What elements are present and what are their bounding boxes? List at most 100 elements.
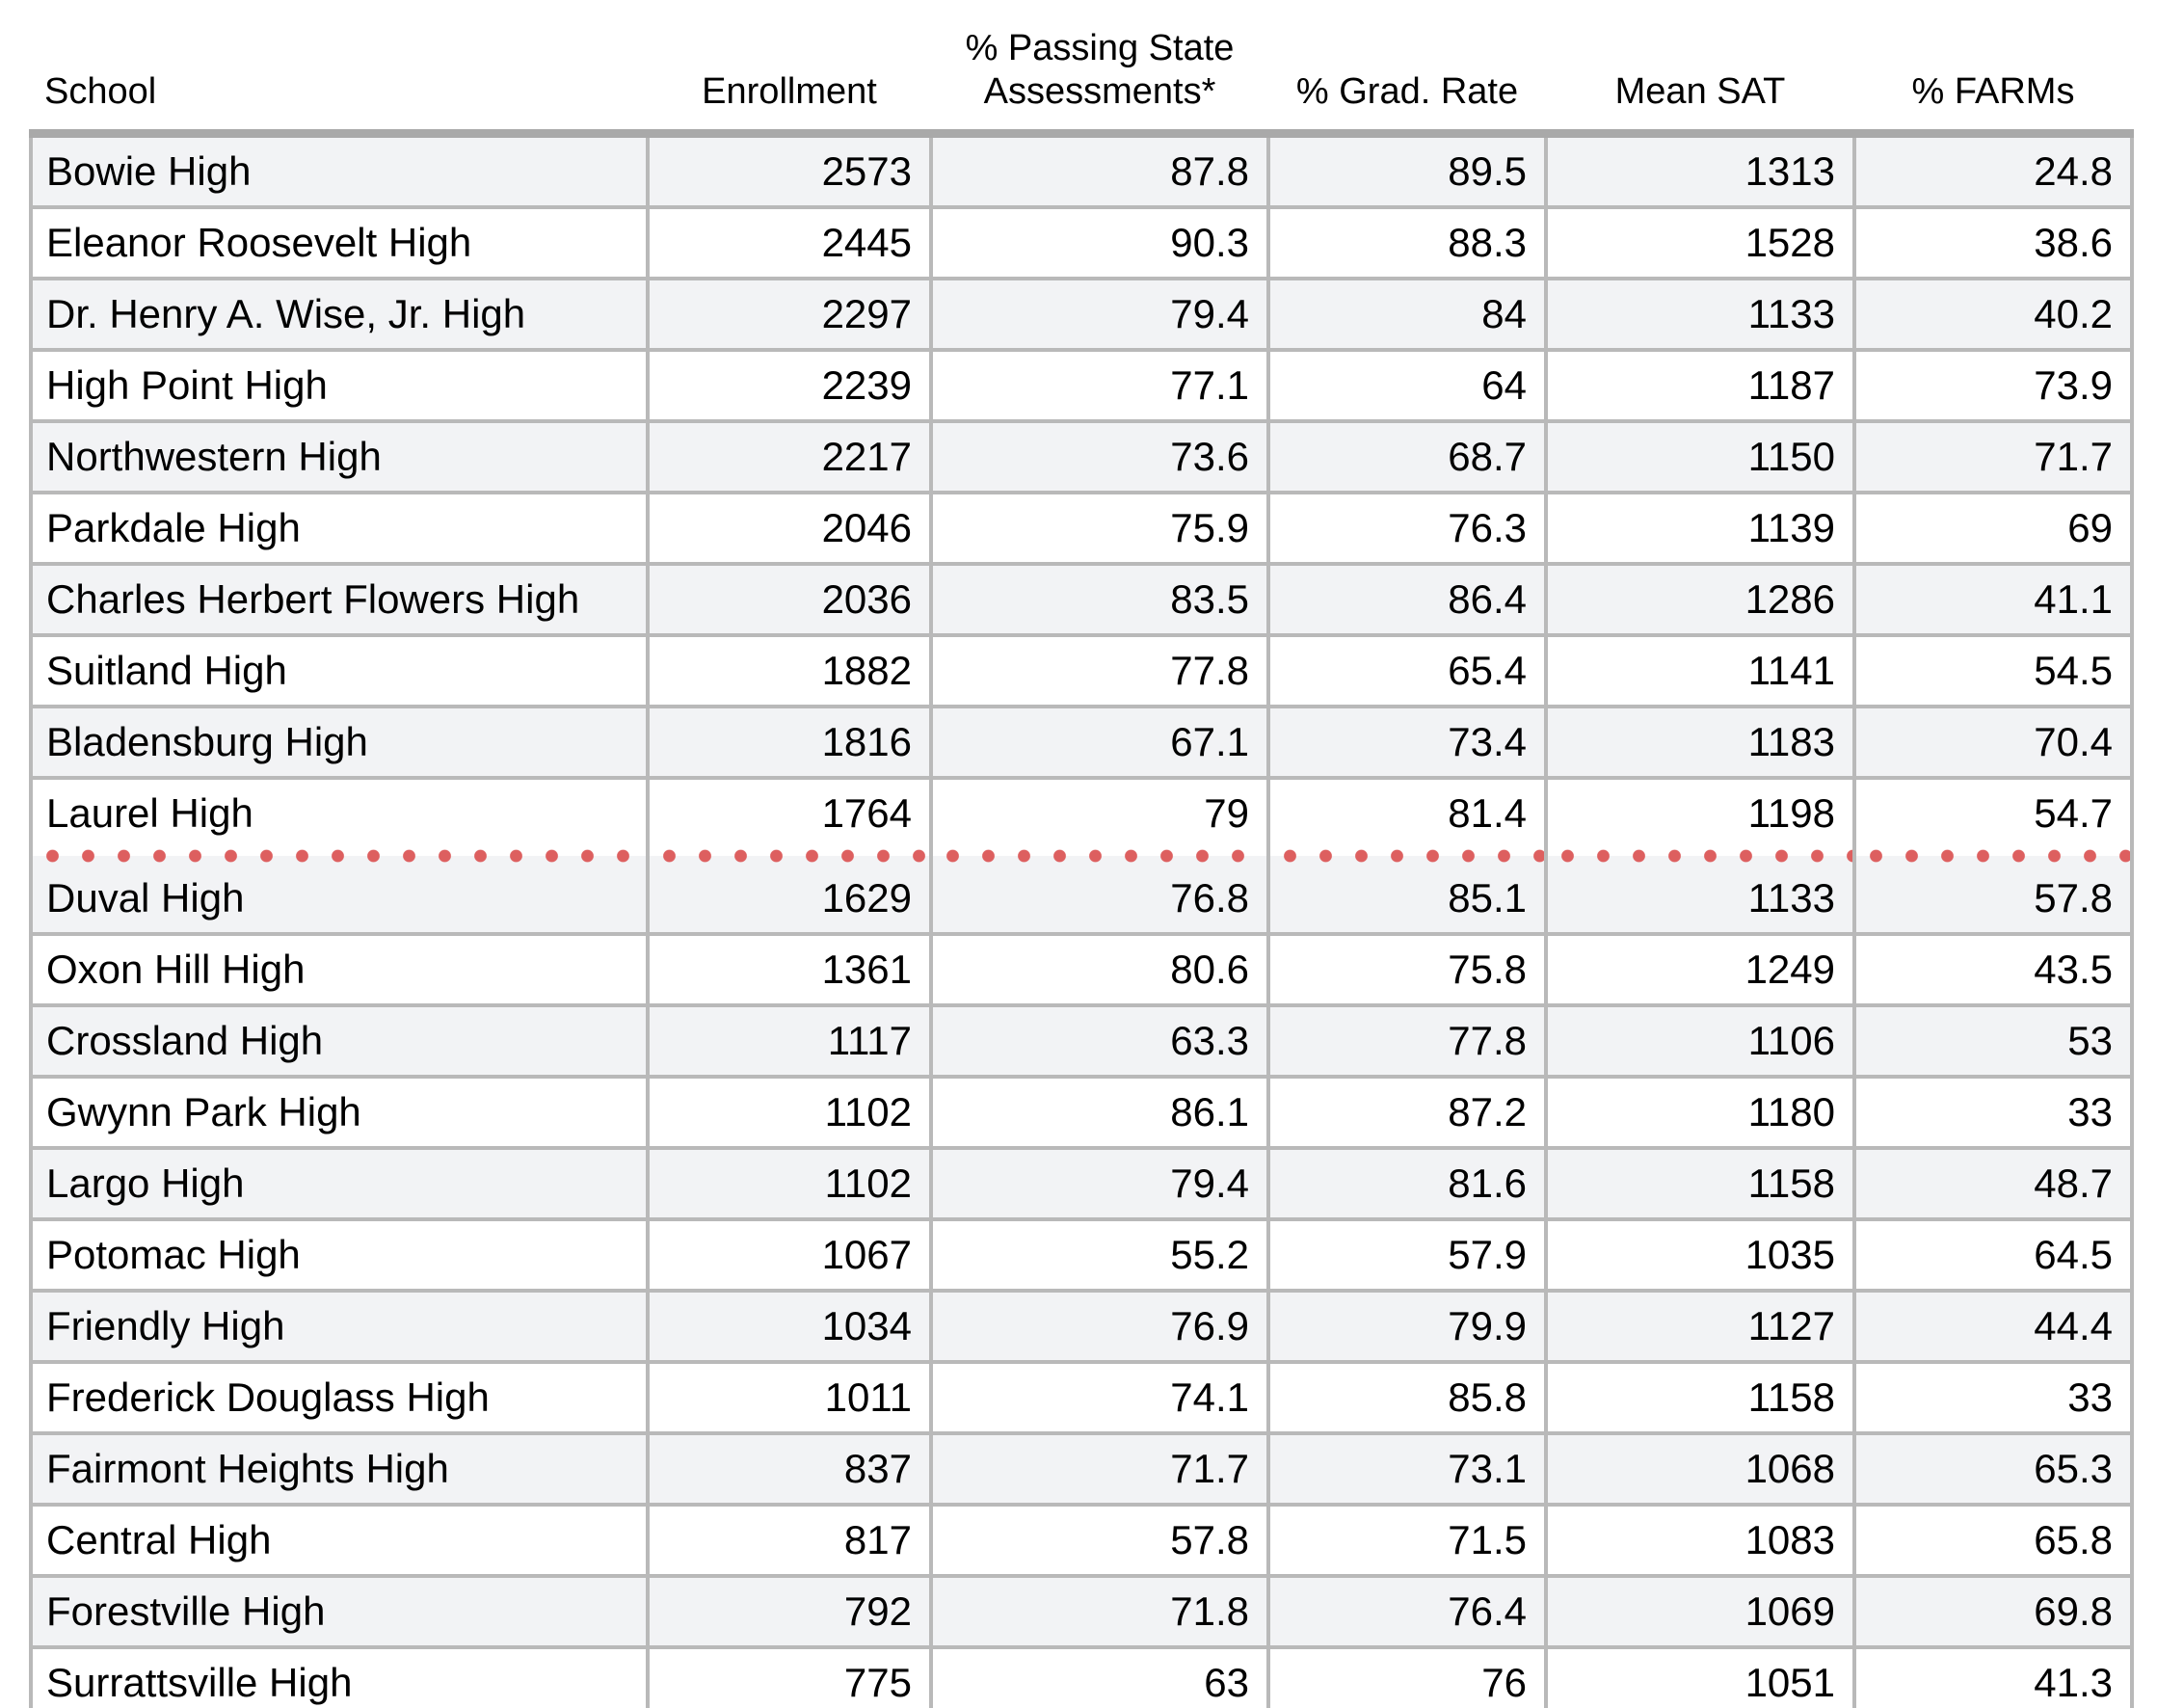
cell-passing_state: 90.3 <box>929 204 1270 280</box>
cell-mean_sat: 1051 <box>1544 1644 1856 1708</box>
cell-enrollment: 817 <box>646 1502 933 1578</box>
cell-farms: 40.2 <box>1852 276 2134 352</box>
cell-school: Surrattsville High <box>29 1644 650 1708</box>
cell-enrollment: 837 <box>646 1430 933 1507</box>
table-row: Parkdale High 2046 75.9 76.3 1139 69 <box>29 490 2134 566</box>
table-row: Gwynn Park High 1102 86.1 87.2 1180 33 <box>29 1074 2134 1150</box>
cell-farms: 33 <box>1852 1359 2134 1435</box>
cell-school: Laurel High <box>29 775 650 849</box>
cell-enrollment: 1011 <box>646 1359 933 1435</box>
cell-farms: 65.3 <box>1852 1430 2134 1507</box>
cell-mean_sat: 1133 <box>1544 862 1856 936</box>
cell-grad_rate: 85.8 <box>1266 1359 1548 1435</box>
table-row: Eleanor Roosevelt High 2445 90.3 88.3 1528 38… <box>29 204 2134 280</box>
cell-mean_sat: 1127 <box>1544 1288 1856 1364</box>
cell-passing_state: 71.8 <box>929 1573 1270 1649</box>
cell-school: Crossland High <box>29 1002 650 1079</box>
cell-enrollment: 2297 <box>646 276 933 352</box>
cell-school: Charles Herbert Flowers High <box>29 561 650 637</box>
cell-mean_sat: 1150 <box>1544 418 1856 494</box>
school-stats-table: School Enrollment % Passing State Assess… <box>29 13 2134 1708</box>
cell-mean_sat: 1528 <box>1544 204 1856 280</box>
cell-school: Frederick Douglass High <box>29 1359 650 1435</box>
cell-school: Parkdale High <box>29 490 650 566</box>
cell-enrollment: 1882 <box>646 632 933 708</box>
cell-enrollment: 2573 <box>646 131 933 209</box>
cell-farms: 64.5 <box>1852 1216 2134 1293</box>
header-row: School Enrollment % Passing State Assess… <box>31 13 2132 138</box>
cell-mean_sat: 1313 <box>1544 131 1856 209</box>
cell-farms: 73.9 <box>1852 347 2134 423</box>
cell-passing_state: 77.8 <box>929 632 1270 708</box>
cell-grad_rate: 84 <box>1266 276 1548 352</box>
table-row: Forestville High 792 71.8 76.4 1069 69.8 <box>29 1573 2134 1649</box>
cutoff-separator-segment <box>929 846 1270 865</box>
cell-grad_rate: 68.7 <box>1266 418 1548 494</box>
cell-mean_sat: 1141 <box>1544 632 1856 708</box>
cell-school: Suitland High <box>29 632 650 708</box>
table-row: Oxon Hill High 1361 80.6 75.8 1249 43.5 <box>29 931 2134 1007</box>
cell-enrollment: 1067 <box>646 1216 933 1293</box>
cell-grad_rate: 86.4 <box>1266 561 1548 637</box>
cell-school: Gwynn Park High <box>29 1074 650 1150</box>
table-row: High Point High 2239 77.1 64 1187 73.9 <box>29 347 2134 423</box>
column-header-farms: % FARMs <box>1854 13 2132 138</box>
cutoff-separator-segment <box>29 846 650 865</box>
cell-mean_sat: 1183 <box>1544 704 1856 780</box>
cell-farms: 48.7 <box>1852 1145 2134 1221</box>
cell-passing_state: 75.9 <box>929 490 1270 566</box>
cell-passing_state: 71.7 <box>929 1430 1270 1507</box>
cell-farms: 33 <box>1852 1074 2134 1150</box>
cell-grad_rate: 71.5 <box>1266 1502 1548 1578</box>
cell-mean_sat: 1158 <box>1544 1359 1856 1435</box>
cell-mean_sat: 1035 <box>1544 1216 1856 1293</box>
cell-grad_rate: 79.9 <box>1266 1288 1548 1364</box>
cell-farms: 24.8 <box>1852 131 2134 209</box>
cell-enrollment: 1764 <box>646 775 933 849</box>
cell-grad_rate: 75.8 <box>1266 931 1548 1007</box>
cell-school: Bowie High <box>29 131 650 209</box>
cell-grad_rate: 76 <box>1266 1644 1548 1708</box>
table-row: Duval High 1629 76.8 85.1 1133 57.8 <box>29 862 2134 936</box>
cell-school: Bladensburg High <box>29 704 650 780</box>
cutoff-separator-segment <box>646 846 933 865</box>
cell-farms: 69.8 <box>1852 1573 2134 1649</box>
cell-grad_rate: 65.4 <box>1266 632 1548 708</box>
cell-passing_state: 77.1 <box>929 347 1270 423</box>
cell-mean_sat: 1198 <box>1544 775 1856 849</box>
cell-mean_sat: 1083 <box>1544 1502 1856 1578</box>
cutoff-separator-segment <box>1266 846 1548 865</box>
cell-enrollment: 1102 <box>646 1145 933 1221</box>
cell-passing_state: 74.1 <box>929 1359 1270 1435</box>
cell-passing_state: 79 <box>929 775 1270 849</box>
cell-passing_state: 86.1 <box>929 1074 1270 1150</box>
table-row: Potomac High 1067 55.2 57.9 1035 64.5 <box>29 1216 2134 1293</box>
cell-passing_state: 73.6 <box>929 418 1270 494</box>
cell-mean_sat: 1187 <box>1544 347 1856 423</box>
cell-passing_state: 79.4 <box>929 276 1270 352</box>
cutoff-separator-segment <box>1852 846 2134 865</box>
cell-grad_rate: 73.4 <box>1266 704 1548 780</box>
cell-school: Friendly High <box>29 1288 650 1364</box>
cell-mean_sat: 1139 <box>1544 490 1856 566</box>
table-row: Friendly High 1034 76.9 79.9 1127 44.4 <box>29 1288 2134 1364</box>
cell-school: High Point High <box>29 347 650 423</box>
cell-school: Fairmont Heights High <box>29 1430 650 1507</box>
cell-mean_sat: 1106 <box>1544 1002 1856 1079</box>
table-row: Bladensburg High 1816 67.1 73.4 1183 70.4 <box>29 704 2134 780</box>
cell-enrollment: 2046 <box>646 490 933 566</box>
cell-enrollment: 1102 <box>646 1074 933 1150</box>
cell-grad_rate: 81.6 <box>1266 1145 1548 1221</box>
table-row: Suitland High 1882 77.8 65.4 1141 54.5 <box>29 632 2134 708</box>
column-header-school: School <box>31 13 648 138</box>
cell-passing_state: 80.6 <box>929 931 1270 1007</box>
cell-mean_sat: 1068 <box>1544 1430 1856 1507</box>
cell-enrollment: 2239 <box>646 347 933 423</box>
cell-grad_rate: 76.4 <box>1266 1573 1548 1649</box>
cell-passing_state: 76.9 <box>929 1288 1270 1364</box>
cell-farms: 70.4 <box>1852 704 2134 780</box>
cell-passing_state: 55.2 <box>929 1216 1270 1293</box>
cell-grad_rate: 85.1 <box>1266 862 1548 936</box>
cell-grad_rate: 87.2 <box>1266 1074 1548 1150</box>
